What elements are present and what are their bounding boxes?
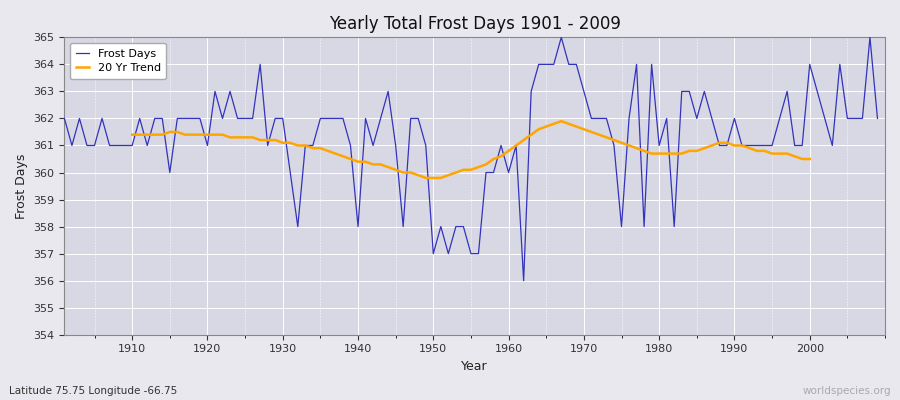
Frost Days [285, 170, 296, 175]
Text: worldspecies.org: worldspecies.org [803, 386, 891, 396]
20 Yr Trend [556, 119, 567, 124]
Frost Days [872, 116, 883, 121]
Title: Yearly Total Frost Days 1901 - 2009: Yearly Total Frost Days 1901 - 2009 [328, 15, 621, 33]
20 Yr Trend [526, 132, 536, 137]
Y-axis label: Frost Days: Frost Days [15, 153, 28, 219]
Frost Days [518, 278, 529, 283]
Legend: Frost Days, 20 Yr Trend: Frost Days, 20 Yr Trend [70, 43, 166, 79]
Line: Frost Days: Frost Days [65, 37, 878, 281]
Frost Days [330, 116, 341, 121]
20 Yr Trend [805, 156, 815, 161]
Frost Days [503, 170, 514, 175]
Frost Days [119, 143, 130, 148]
20 Yr Trend [285, 140, 296, 145]
20 Yr Trend [714, 140, 724, 145]
Frost Days [608, 143, 619, 148]
20 Yr Trend [796, 156, 807, 161]
20 Yr Trend [127, 132, 138, 137]
20 Yr Trend [420, 176, 431, 180]
X-axis label: Year: Year [462, 360, 488, 373]
Frost Days [59, 116, 70, 121]
Line: 20 Yr Trend: 20 Yr Trend [132, 121, 810, 178]
Frost Days [496, 143, 507, 148]
20 Yr Trend [300, 143, 310, 148]
Frost Days [556, 35, 567, 40]
Text: Latitude 75.75 Longitude -66.75: Latitude 75.75 Longitude -66.75 [9, 386, 177, 396]
20 Yr Trend [210, 132, 220, 137]
